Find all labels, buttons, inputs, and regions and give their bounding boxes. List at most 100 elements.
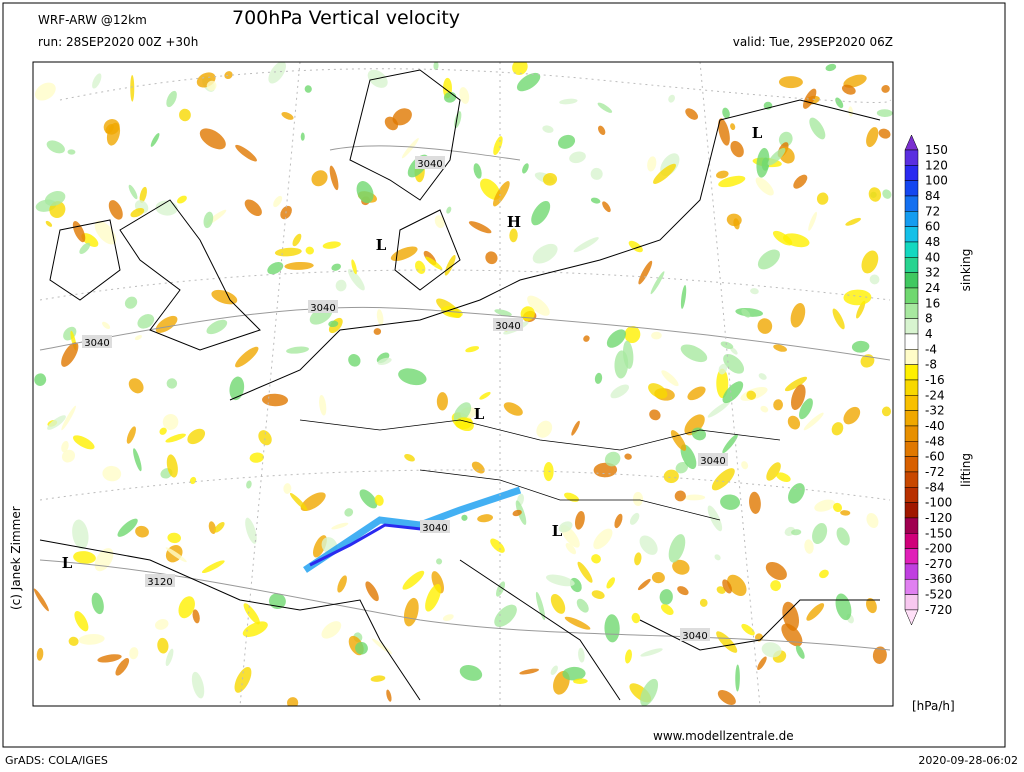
colorbar-bin [904,533,919,549]
field-blob [479,391,491,400]
pressure-center: L [376,236,387,254]
field-blob [650,271,665,295]
field-blob [425,583,441,612]
field-blob [286,346,309,354]
field-blob [337,575,347,593]
field-blob [377,357,392,365]
field-blob [760,405,769,413]
field-blob [79,242,91,254]
field-blob [436,558,443,565]
field-blob [284,262,314,270]
field-blob [755,177,774,196]
field-blob [67,149,76,155]
field-blob [304,85,312,93]
colorbar-label: 24 [925,281,940,295]
coastline [349,69,461,201]
field-blob [610,384,630,399]
field-blob [365,581,379,602]
contour-line [329,145,521,161]
field-blob [825,63,837,72]
colorbar-bin [904,379,919,396]
field-blob [631,612,641,624]
field-blob [414,260,426,274]
field-blob [224,71,233,80]
field-blob [44,191,66,206]
field-blob [876,109,893,118]
field-blob [512,509,522,517]
field-blob [235,346,259,368]
field-blob [809,117,826,140]
field-blob [638,260,653,285]
field-blob [843,406,861,425]
field-blob [102,321,111,329]
field-blob [660,604,674,616]
field-blob [401,138,419,159]
field-blob [199,128,226,150]
contour-label: 3040 [422,523,447,534]
field-blob [680,285,687,309]
field-blob [788,483,805,504]
field-blob [359,489,378,509]
field-blob [819,569,829,579]
field-blob [770,580,782,592]
colorbar-bottom [904,609,919,626]
field-blob [404,453,415,462]
field-blob [564,492,579,502]
field-blob [843,74,867,88]
colorbar-bin [904,548,919,565]
field-blob [550,593,566,614]
field-blob [459,87,470,104]
field-blob [881,85,890,93]
field-blob [165,433,186,443]
contour-label-bg [420,520,450,533]
field-blob [61,342,79,367]
field-blob [564,616,591,630]
colorbar-label: -40 [925,419,945,433]
field-blob [97,654,122,663]
field-blob [741,623,755,636]
field-blob [848,106,853,117]
field-blob [522,163,529,174]
field-blob [757,249,780,270]
colorbar-bin [904,395,919,411]
field-blob [61,440,69,453]
colorbar-label: 120 [925,158,948,172]
field-blob [674,490,686,502]
field-blob [128,378,144,394]
field-blob [36,647,44,661]
field-blob [727,574,747,597]
field-blob [496,581,506,597]
field-blob [550,665,558,676]
valid-label: valid: Tue, 29SEP2020 06Z [733,35,893,49]
colorbar-bin [904,318,919,335]
field-blob [640,648,663,657]
field-blob [61,405,76,431]
field-blob [167,532,181,544]
field-blob [866,597,877,614]
field-blob [840,510,851,516]
field-blob [485,251,498,265]
field-blob [722,381,744,404]
field-blob [668,534,686,563]
field-blob [766,462,781,481]
field-blob [192,609,200,624]
field-blob [640,678,659,706]
field-blob [637,578,651,591]
field-blob [866,512,879,528]
field-blob [335,279,347,292]
field-blob [649,409,661,421]
field-blob [81,233,99,247]
field-blob [806,603,825,621]
contour-label: 3040 [310,303,335,314]
contour-label-bg [308,300,338,313]
field-blob [860,354,875,368]
field-blob [799,398,813,420]
field-blob [653,163,676,184]
colorbar-bin [904,410,919,427]
colorbar-bin [904,180,919,197]
field-blob [663,469,679,484]
graticule [59,68,891,103]
field-blob [583,335,590,342]
field-blob [206,319,228,335]
field-blob [331,263,341,271]
